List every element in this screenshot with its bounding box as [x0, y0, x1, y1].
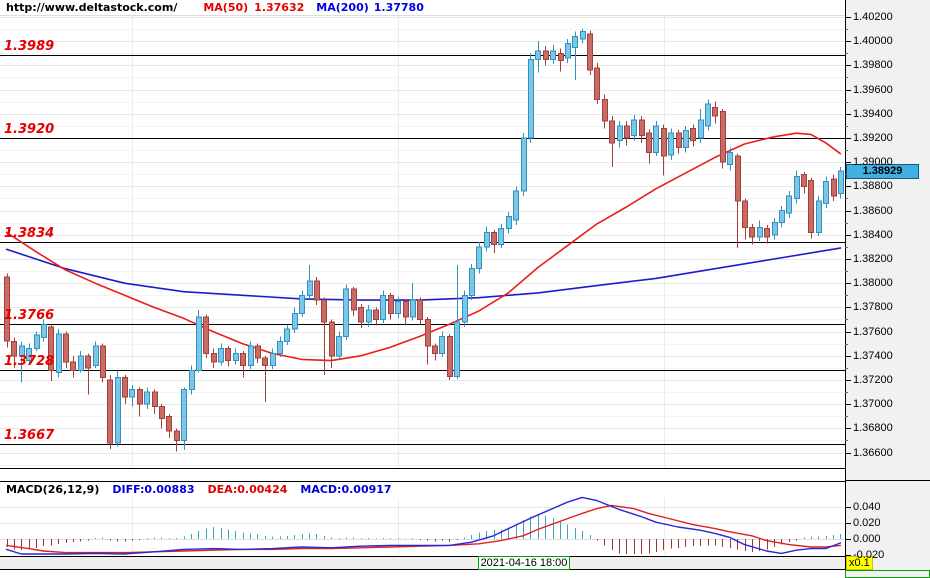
macd-scale-multiplier: x0.1	[846, 556, 873, 570]
macd-indicator-name: MACD(26,12,9)	[6, 483, 100, 496]
level-label-1.3728: 1.3728	[4, 354, 55, 369]
ma50-label: MA(50)	[203, 1, 249, 14]
price-tick-1.40200: 1.40200	[853, 11, 893, 23]
price-tick-1.39800: 1.39800	[853, 59, 893, 71]
axis-ticks	[845, 17, 851, 556]
level-label-1.3834: 1.3834	[4, 226, 55, 241]
price-tick-1.37400: 1.37400	[853, 350, 893, 362]
chart-header: http://www.deltastock.com/MA(50) 1.37632 M…	[6, 1, 424, 14]
macd-dea-value: DEA:0.00424	[207, 483, 288, 496]
macd-tick-0.040: 0.040	[853, 501, 881, 513]
level-label-1.3766: 1.3766	[4, 308, 55, 323]
price-tick-1.37600: 1.37600	[853, 326, 893, 338]
main-gridlines	[0, 17, 845, 466]
price-tick-1.39400: 1.39400	[853, 108, 893, 120]
macd-tick-0.020: 0.020	[853, 517, 881, 529]
diff-line	[5, 496, 842, 555]
level-label-1.3667: 1.3667	[4, 428, 55, 443]
macd-gridlines	[0, 507, 845, 540]
time-axis-label: 2021-04-16 18:00	[478, 556, 570, 570]
price-tick-1.38800: 1.38800	[853, 180, 893, 192]
macd-histogram	[6, 515, 842, 554]
macd-header: MACD(26,12,9) DIFF:0.00883 DEA:0.00424 MACD…	[6, 483, 392, 496]
price-tick-1.37200: 1.37200	[853, 374, 893, 386]
price-tick-1.40000: 1.40000	[853, 35, 893, 47]
macd-tick-0.000: 0.000	[853, 533, 881, 545]
current-price-badge: 1.38929	[846, 164, 919, 179]
level-lines	[0, 55, 845, 445]
price-tick-1.37000: 1.37000	[853, 398, 893, 410]
ma200-line	[5, 247, 842, 301]
level-label-1.3989: 1.3989	[4, 39, 55, 54]
ma50-line	[5, 132, 842, 362]
price-tick-1.38400: 1.38400	[853, 229, 893, 241]
macd-diff-value: DIFF:0.00883	[112, 483, 195, 496]
time-axis-bar[interactable]	[0, 556, 845, 570]
time-gridlines	[132, 15, 665, 554]
price-tick-1.39000: 1.39000	[853, 156, 893, 168]
macd-macd-value: MACD:0.00917	[300, 483, 392, 496]
ma200-value: 1.37780	[373, 1, 424, 14]
price-tick-1.37800: 1.37800	[853, 301, 893, 313]
price-tick-1.38200: 1.38200	[853, 253, 893, 265]
bottom-right-corner-box	[845, 570, 930, 578]
price-tick-1.38000: 1.38000	[853, 277, 893, 289]
level-label-1.3920: 1.3920	[4, 122, 55, 137]
price-tick-1.38600: 1.38600	[853, 205, 893, 217]
ma50-value: 1.37632	[254, 1, 305, 14]
price-tick-1.36800: 1.36800	[853, 422, 893, 434]
price-tick-1.36600: 1.36600	[853, 447, 893, 459]
price-axis-panel	[846, 0, 930, 578]
candles-layer	[4, 29, 844, 452]
source-url: http://www.deltastock.com/	[6, 1, 178, 14]
price-tick-1.39200: 1.39200	[853, 132, 893, 144]
macd-tick--0.020: -0.020	[853, 549, 885, 561]
price-tick-1.39600: 1.39600	[853, 84, 893, 96]
ma200-label: MA(200)	[316, 1, 369, 14]
